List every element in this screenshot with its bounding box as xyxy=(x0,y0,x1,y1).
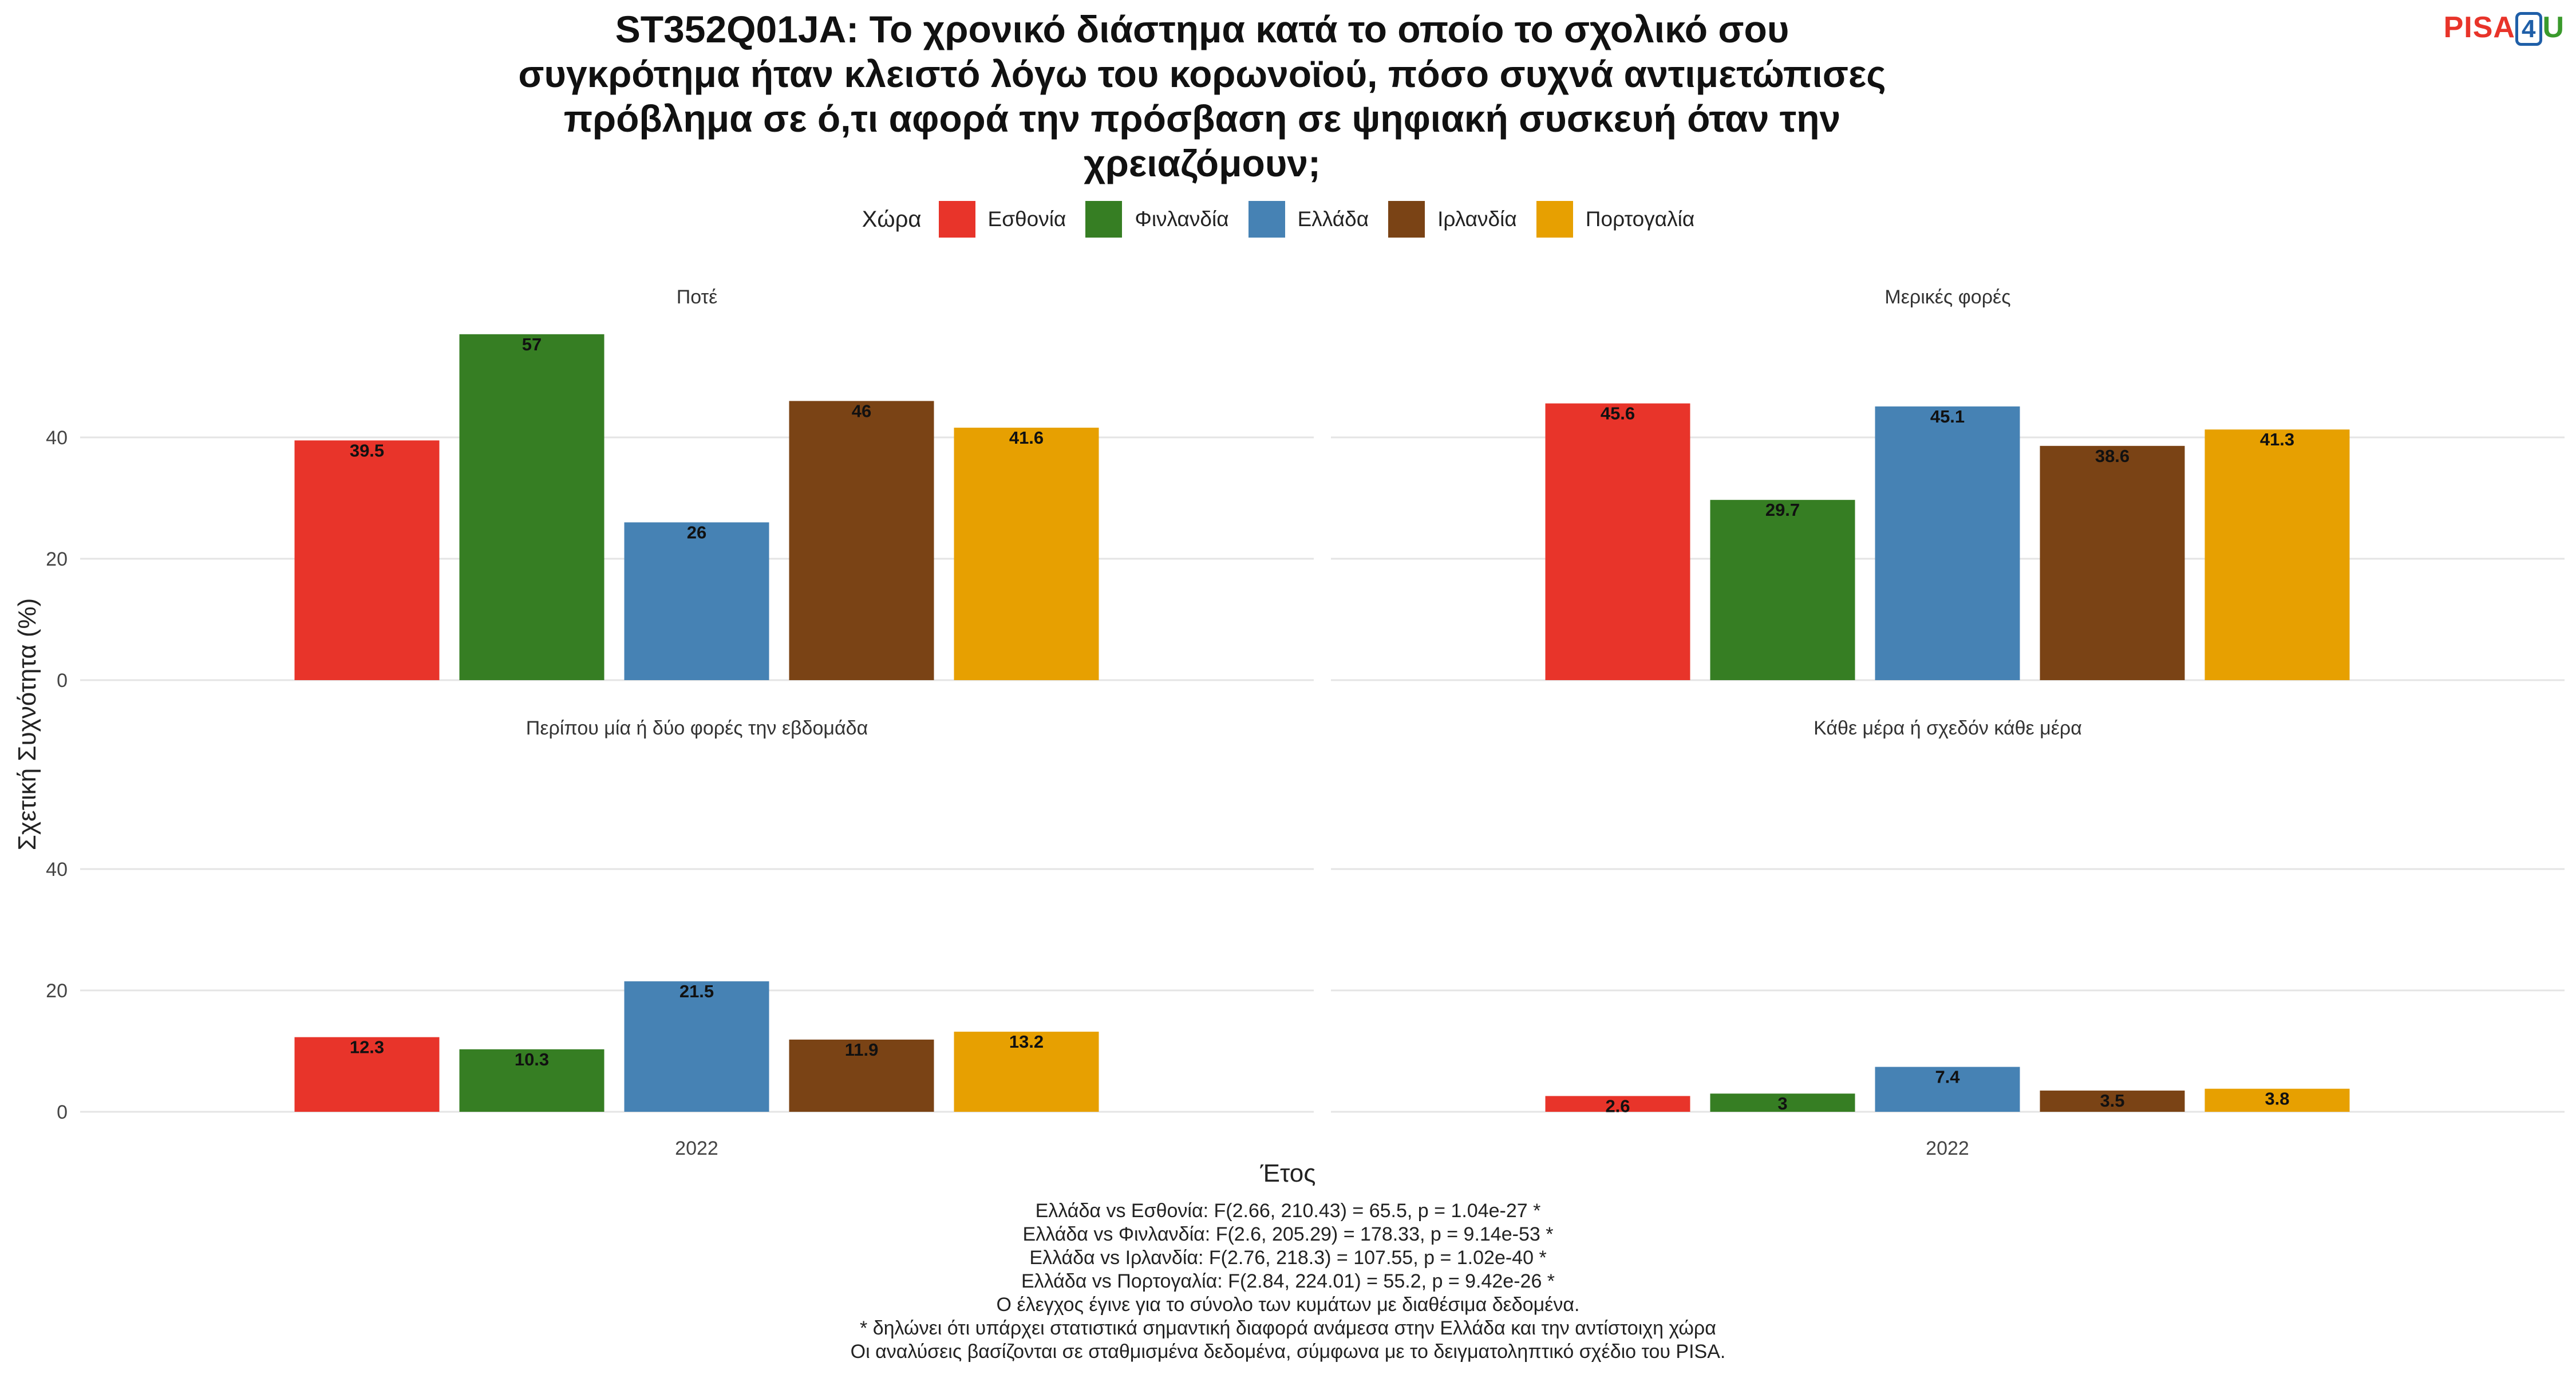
bar xyxy=(294,1037,440,1112)
data-label: 45.6 xyxy=(1601,404,1635,424)
data-label: 3.5 xyxy=(2100,1091,2124,1111)
legend-swatch xyxy=(1536,201,1573,238)
y-tick-label: 0 xyxy=(57,1101,68,1123)
data-label: 7.4 xyxy=(1935,1067,1960,1087)
legend-item-portugal: Πορτογαλία xyxy=(1536,201,1695,238)
legend-swatch xyxy=(938,201,975,238)
data-label: 38.6 xyxy=(2095,446,2129,466)
legend-label: Φινλανδία xyxy=(1135,207,1229,231)
legend-swatch xyxy=(1388,201,1425,238)
x-axis-label: Έτος xyxy=(1260,1159,1316,1187)
bar xyxy=(459,334,605,680)
bar xyxy=(954,428,1099,680)
data-label: 10.3 xyxy=(515,1049,549,1069)
legend: Χώρα Εσθονία Φινλανδία Ελλάδα Ιρλανδία Π… xyxy=(0,198,2576,241)
bar xyxy=(789,1039,934,1112)
data-label: 21.5 xyxy=(679,981,714,1001)
note-line: * δηλώνει ότι υπάρχει στατιστικά σημαντι… xyxy=(860,1317,1716,1339)
note-line: Ελλάδα vs Φινλανδία: F(2.6, 205.29) = 17… xyxy=(1022,1223,1554,1245)
data-label: 41.3 xyxy=(2260,429,2294,449)
legend-item-ireland: Ιρλανδία xyxy=(1388,201,1517,238)
data-label: 11.9 xyxy=(845,1040,879,1060)
bar xyxy=(624,981,769,1112)
legend-item-finland: Φινλανδία xyxy=(1085,201,1229,238)
data-label: 12.3 xyxy=(350,1037,384,1057)
note-line: Ελλάδα vs Ιρλανδία: F(2.76, 218.3) = 107… xyxy=(1029,1247,1547,1269)
legend-label: Ελλάδα xyxy=(1297,207,1369,231)
legend-label: Ιρλανδία xyxy=(1437,207,1517,231)
bar xyxy=(2204,1088,2350,1112)
bar xyxy=(2040,445,2185,680)
data-label: 3 xyxy=(1777,1093,1787,1114)
bar xyxy=(2040,1090,2185,1112)
bar xyxy=(1545,403,1690,680)
panel-title: Μερικές φορές xyxy=(1884,286,2010,308)
bar xyxy=(624,522,769,680)
note-line: Ο έλεγχος έγινε για το σύνολο των κυμάτω… xyxy=(996,1294,1580,1316)
panel-title: Ποτέ xyxy=(677,286,718,308)
data-label: 39.5 xyxy=(350,440,384,460)
data-label: 41.6 xyxy=(1009,428,1044,448)
footnotes: Ελλάδα vs Εσθονία: F(2.66, 210.43) = 65.… xyxy=(0,1199,2576,1364)
bar xyxy=(294,440,440,680)
y-tick-label: 20 xyxy=(46,548,68,570)
chart-title: ST352Q01JA: Το χρονικό διάστημα κατά το … xyxy=(518,8,1886,184)
bar xyxy=(1875,406,2020,680)
note-line: Ελλάδα vs Πορτογαλία: F(2.84, 224.01) = … xyxy=(1021,1270,1555,1292)
bar xyxy=(1545,1096,1690,1112)
data-label: 29.7 xyxy=(1765,500,1800,520)
legend-item-estonia: Εσθονία xyxy=(938,201,1066,238)
data-label: 2.6 xyxy=(1605,1096,1630,1116)
logo-text-4: 4 xyxy=(2515,12,2543,46)
bar xyxy=(954,1032,1099,1112)
bar xyxy=(1710,500,1855,680)
bar xyxy=(2204,429,2350,680)
data-label: 26 xyxy=(687,522,706,542)
panel-title: Κάθε μέρα ή σχεδόν κάθε μέρα xyxy=(1814,717,2082,739)
note-line: Ελλάδα vs Εσθονία: F(2.66, 210.43) = 65.… xyxy=(1035,1200,1541,1222)
legend-item-greece: Ελλάδα xyxy=(1248,201,1369,238)
logo-text-pisa: PISA xyxy=(2443,11,2515,44)
data-label: 3.8 xyxy=(2265,1089,2289,1109)
legend-swatch xyxy=(1085,201,1123,238)
bar xyxy=(459,1049,605,1112)
y-tick-label: 40 xyxy=(46,859,68,881)
bar xyxy=(1875,1067,2020,1112)
panel-title: Περίπου μία ή δύο φορές την εβδομάδα xyxy=(526,717,868,739)
x-tick-label: 2022 xyxy=(675,1138,718,1159)
legend-label: Εσθονία xyxy=(987,207,1066,231)
x-tick-label: 2022 xyxy=(1926,1138,1969,1159)
legend-title: Χώρα xyxy=(862,206,922,232)
bar xyxy=(789,401,934,680)
y-tick-label: 20 xyxy=(46,980,68,1002)
logo-text-u: U xyxy=(2542,11,2565,44)
data-label: 57 xyxy=(522,334,542,354)
legend-label: Πορτογαλία xyxy=(1585,207,1695,231)
bar xyxy=(1710,1093,1855,1112)
data-label: 45.1 xyxy=(1930,406,1965,427)
y-tick-label: 40 xyxy=(46,427,68,449)
data-label: 46 xyxy=(852,401,871,421)
data-label: 13.2 xyxy=(1009,1032,1044,1052)
y-tick-label: 0 xyxy=(57,670,68,692)
pisa4u-logo: PISA 4 U xyxy=(2443,10,2565,46)
legend-swatch xyxy=(1248,201,1285,238)
note-line: Οι αναλύσεις βασίζονται σε σταθμισμένα δ… xyxy=(850,1341,1726,1363)
